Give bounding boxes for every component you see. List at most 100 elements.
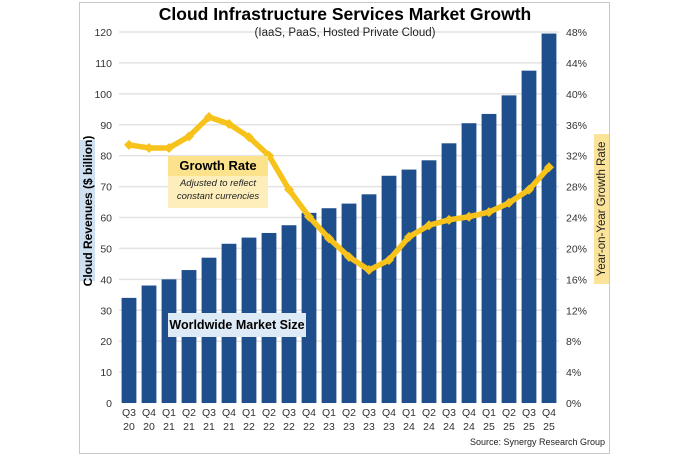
x-tick-year: 25 [483, 421, 495, 433]
x-tick-quarter: Q2 [422, 407, 436, 419]
x-tick-quarter: Q3 [362, 407, 376, 419]
chart-title: Cloud Infrastructure Services Market Gro… [158, 4, 532, 24]
right-axis-tick-label: 16% [566, 274, 587, 286]
bar [361, 194, 377, 403]
bar [341, 203, 357, 403]
right-axis-label-text: Year-on-Year Growth Rate [595, 141, 608, 277]
growth-rate-title: Growth Rate [168, 156, 268, 176]
growth-point-marker [544, 162, 554, 173]
growth-point-marker [504, 197, 514, 208]
left-axis-ticks: 0 10 20 30 40 50 60 70 80 90 100 110 120 [94, 27, 112, 410]
bar [381, 175, 397, 403]
x-tick-year: 23 [383, 421, 395, 433]
growth-line-series [124, 112, 554, 276]
x-tick-quarter: Q4 [142, 407, 156, 419]
bar [541, 33, 557, 403]
right-axis-tick-label: 28% [566, 182, 587, 194]
x-tick-year: 23 [343, 421, 355, 433]
right-axis-ticks: 0% 4% 8% 12% 16% 20% 24% 28% 32% 36% 40% 44% 48% [566, 27, 587, 410]
x-tick-year: 22 [243, 421, 255, 433]
x-tick-quarter: Q1 [482, 407, 496, 419]
growth-point-marker [124, 139, 134, 150]
right-axis-tick-label: 48% [566, 27, 587, 39]
growth-point-marker [424, 220, 434, 231]
x-tick-year: 25 [503, 421, 515, 433]
x-tick-year: 24 [463, 421, 475, 433]
left-axis-tick-label: 20 [100, 336, 112, 348]
x-tick-year: 21 [203, 421, 215, 433]
x-tick-quarter: Q4 [542, 407, 556, 419]
growth-point-marker [364, 265, 374, 276]
right-axis-tick-label: 4% [566, 367, 581, 379]
left-axis-tick-label: 120 [94, 27, 112, 39]
growth-point-marker [484, 207, 494, 218]
x-tick-quarter: Q4 [222, 407, 236, 419]
bar [161, 279, 177, 403]
right-axis-tick-label: 36% [566, 120, 587, 132]
left-axis-tick-label: 10 [100, 367, 112, 379]
bar [521, 70, 537, 403]
x-tick-year: 22 [283, 421, 295, 433]
bar [141, 285, 157, 403]
source-note: Source: Synergy Research Group [470, 437, 606, 447]
growth-point-marker [384, 255, 394, 266]
bar [501, 95, 517, 404]
x-tick-quarter: Q3 [282, 407, 296, 419]
left-axis-tick-label: 60 [100, 213, 112, 225]
x-tick-year: 21 [163, 421, 175, 433]
x-tick-year: 22 [303, 421, 315, 433]
growth-point-marker [164, 142, 174, 153]
market-size-annotation: Worldwide Market Size [168, 313, 306, 337]
bar [321, 208, 337, 403]
x-axis-ticks: Q3 20 Q4 20 Q1 21 Q2 21 Q3 21 Q4 21 Q1 22 Q2 22 Q3 22 Q4 22… [122, 407, 556, 433]
growth-note-line2: constant currencies [176, 190, 260, 202]
x-tick-year: 23 [363, 421, 375, 433]
x-tick-year: 24 [403, 421, 415, 433]
growth-point-marker [444, 214, 454, 225]
x-tick-quarter: Q4 [302, 407, 316, 419]
left-axis-label-text: Cloud Revenues ($ billion) [80, 135, 95, 286]
right-axis-tick-label: 40% [566, 89, 587, 101]
left-axis-tick-label: 70 [100, 182, 112, 194]
growth-point-marker [324, 233, 334, 244]
left-axis-tick-label: 100 [94, 89, 112, 101]
growth-point-marker [144, 142, 154, 153]
right-axis-tick-label: 24% [566, 213, 587, 225]
right-axis-label: Year-on-Year Growth Rate [594, 134, 609, 284]
growth-point-marker [344, 251, 354, 262]
left-axis-tick-label: 80 [100, 151, 112, 163]
x-tick-quarter: Q3 [442, 407, 456, 419]
x-tick-year: 20 [123, 421, 135, 433]
chart-subtitle: (IaaS, PaaS, Hosted Private Cloud) [254, 27, 436, 39]
x-tick-quarter: Q2 [262, 407, 276, 419]
x-tick-quarter: Q1 [242, 407, 256, 419]
growth-point-marker [524, 184, 534, 195]
growth-rate-note: Adjusted to reflect constant currencies [168, 176, 268, 208]
right-axis-tick-label: 20% [566, 243, 587, 255]
bar [461, 123, 477, 404]
x-tick-year: 24 [443, 421, 455, 433]
x-tick-quarter: Q4 [462, 407, 476, 419]
bar [301, 212, 317, 403]
x-tick-quarter: Q2 [182, 407, 196, 419]
growth-point-marker [204, 112, 214, 123]
bar [121, 297, 137, 403]
x-tick-year: 24 [423, 421, 435, 433]
left-axis-tick-label: 50 [100, 243, 112, 255]
x-tick-year: 22 [263, 421, 275, 433]
growth-point-marker [224, 118, 234, 129]
x-tick-year: 20 [143, 421, 155, 433]
right-axis-tick-label: 12% [566, 305, 587, 317]
x-tick-quarter: Q2 [342, 407, 356, 419]
growth-rate-annotation: Growth Rate Adjusted to reflect constant… [168, 156, 268, 208]
x-tick-quarter: Q1 [322, 407, 336, 419]
left-axis-tick-label: 40 [100, 274, 112, 286]
left-axis-tick-label: 90 [100, 120, 112, 132]
right-axis-tick-label: 32% [566, 151, 587, 163]
growth-point-marker [304, 211, 314, 222]
x-tick-quarter: Q1 [162, 407, 176, 419]
growth-line [126, 114, 552, 273]
x-tick-quarter: Q3 [522, 407, 536, 419]
x-tick-year: 23 [323, 421, 335, 433]
growth-point-marker [244, 132, 254, 143]
